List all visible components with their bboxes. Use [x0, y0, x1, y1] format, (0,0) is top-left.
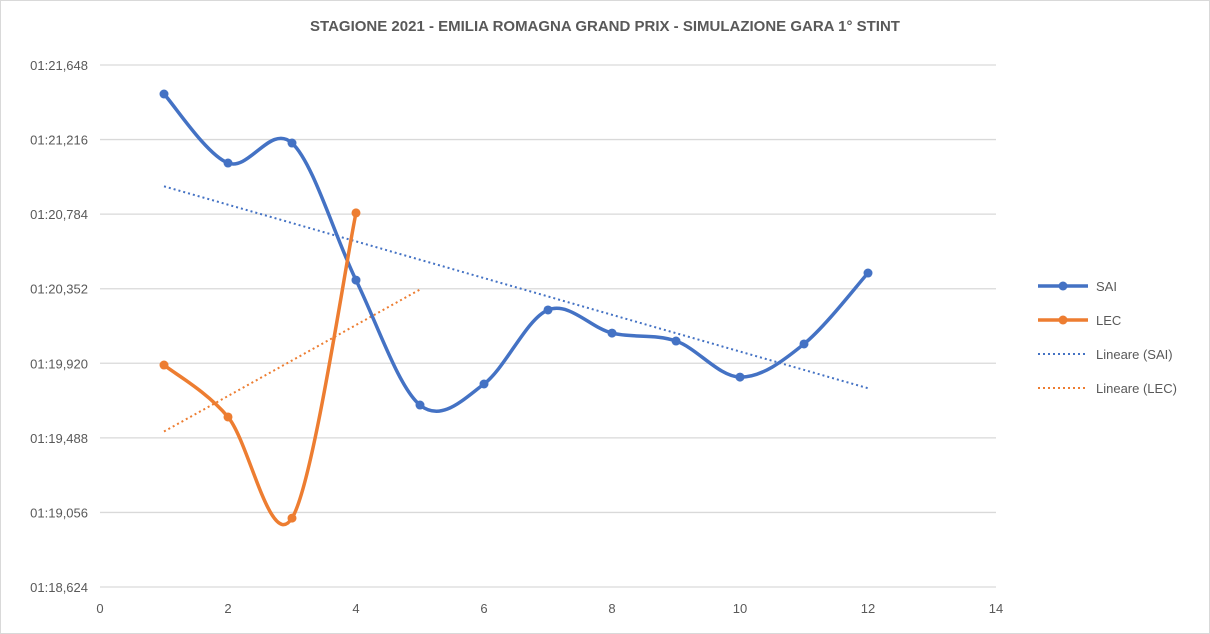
x-tick-label: 8	[608, 601, 615, 616]
trendline-sai	[163, 185, 869, 390]
y-tick-label: 01:20,352	[30, 282, 88, 297]
data-point-sai	[607, 328, 617, 338]
x-tick-label: 2	[224, 601, 231, 616]
y-tick-label: 01:19,056	[30, 505, 88, 520]
data-point-sai	[671, 336, 681, 346]
y-tick-label: 01:20,784	[30, 207, 88, 222]
data-point-sai	[735, 372, 745, 382]
data-point-sai	[415, 400, 425, 410]
data-point-sai	[863, 268, 873, 278]
legend-label: Lineare (LEC)	[1096, 381, 1177, 396]
data-point-lec	[351, 208, 361, 218]
legend-label: Lineare (SAI)	[1096, 347, 1173, 362]
trendline-lec	[163, 288, 421, 433]
data-point-sai	[287, 138, 297, 148]
y-tick-label: 01:21,216	[30, 133, 88, 148]
data-point-sai	[479, 379, 489, 389]
data-point-sai	[351, 275, 361, 285]
data-point-sai	[799, 339, 809, 349]
legend: SAI LEC Lineare (SAI) Lineare (LEC)	[1038, 279, 1177, 396]
trendlines	[163, 185, 869, 433]
legend-item: Lineare (SAI)	[1038, 347, 1173, 362]
legend-item: LEC	[1038, 313, 1121, 328]
legend-item: SAI	[1038, 279, 1117, 294]
x-tick-label: 4	[352, 601, 359, 616]
gridlines	[100, 64, 996, 588]
x-tick-label: 0	[96, 601, 103, 616]
y-axis-tick-labels: 01:18,624 01:19,056 01:19,488 01:19,920 01:2…	[30, 58, 88, 595]
x-tick-label: 10	[733, 601, 747, 616]
x-axis-tick-labels: 0 2 4 6 8 10 12 14	[96, 601, 1003, 616]
y-tick-label: 01:18,624	[30, 580, 88, 595]
y-tick-label: 01:19,488	[30, 431, 88, 446]
data-point-lec	[159, 360, 169, 370]
series-line-lec	[162, 211, 358, 527]
y-tick-label: 01:21,648	[30, 58, 88, 73]
data-point-sai	[543, 305, 553, 315]
legend-item: Lineare (LEC)	[1038, 381, 1177, 396]
x-tick-label: 14	[989, 601, 1003, 616]
y-tick-label: 01:19,920	[30, 356, 88, 371]
legend-marker	[1058, 315, 1068, 325]
legend-label: SAI	[1096, 279, 1117, 294]
legend-marker	[1058, 281, 1068, 291]
legend-label: LEC	[1096, 313, 1121, 328]
x-tick-label: 12	[861, 601, 875, 616]
x-tick-label: 6	[480, 601, 487, 616]
data-point-lec	[287, 513, 297, 523]
chart-title: STAGIONE 2021 - EMILIA ROMAGNA GRAND PRI…	[310, 18, 900, 35]
data-point-sai	[159, 89, 169, 99]
series-lines	[159, 89, 873, 527]
data-point-lec	[223, 412, 233, 422]
data-point-sai	[223, 158, 233, 168]
